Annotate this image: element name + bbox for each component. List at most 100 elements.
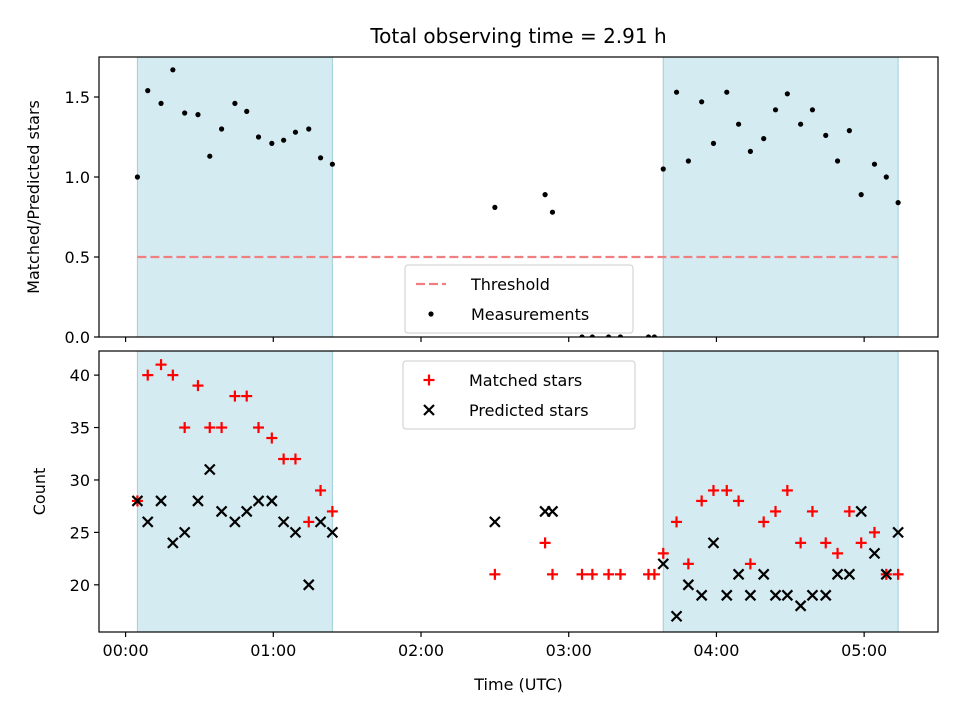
point-x-1-1-34-b — [831, 568, 844, 581]
point-x-1-1-12 — [277, 516, 290, 528]
point-x-1-1-14 — [302, 579, 315, 591]
point-plus-1-0-19 — [546, 568, 558, 580]
point-x-1-1-10-b — [252, 495, 265, 507]
point-plus-1-0-15 — [315, 484, 327, 496]
point-x-1-1-37-b — [868, 547, 881, 560]
point-dot-0-0-6 — [207, 153, 213, 159]
axes-frame-1 — [98, 350, 939, 633]
point-x-1-1-24-b — [707, 537, 720, 549]
point-dot-0-0-22 — [606, 334, 612, 337]
point-x-1-1-22-b — [682, 579, 695, 591]
point-x-1-1-36-b — [855, 505, 867, 518]
point-x-1-1-16 — [326, 526, 339, 539]
point-x-1-1-22 — [682, 579, 695, 591]
point-plus-1-0-34 — [758, 516, 770, 528]
point-dot-0-0-20 — [579, 334, 585, 337]
point-dot-0-0-29 — [699, 99, 705, 105]
point-plus-1-0-20 — [576, 568, 588, 580]
y-tick-label-0-2: 1.0 — [65, 168, 90, 187]
point-dot-0-0-39 — [823, 132, 829, 138]
point-plus-1-0-8 — [229, 390, 241, 402]
point-dot-0-0-37 — [798, 121, 804, 127]
point-x-1-1-17-b — [489, 516, 501, 528]
point-dot-0-0-12 — [281, 137, 287, 143]
legend-box-1 — [402, 360, 636, 430]
points-panel-0 — [134, 67, 901, 337]
legend-handle-0-1 — [428, 311, 434, 317]
point-x-1-1-5-b — [192, 495, 204, 507]
point-plus-1-0-38 — [806, 505, 818, 517]
y-tick-label-1-0: 20 — [70, 576, 90, 595]
point-x-1-1-1-b — [141, 516, 154, 528]
point-x-1-1-30 — [781, 589, 794, 602]
point-x-1-1-1 — [141, 516, 154, 528]
point-x-1-1-8-b — [229, 516, 241, 528]
point-dot-0-0-19 — [549, 209, 556, 215]
point-plus-1-0-36 — [781, 484, 793, 496]
point-x-1-1-20 — [657, 558, 670, 570]
point-x-1-1-26 — [732, 568, 745, 581]
point-x-1-1-12-b — [277, 516, 290, 528]
point-x-1-1-36 — [855, 505, 867, 518]
point-plus-1-0-10 — [253, 422, 265, 434]
point-x-1-1-13-b — [289, 526, 302, 539]
point-dot-0-0-16 — [329, 161, 335, 167]
shaded-region-0-1 — [662, 56, 899, 338]
point-dot-0-0-31 — [724, 89, 730, 95]
point-plus-1-0-43 — [868, 526, 880, 538]
point-x-1-1-13 — [289, 526, 302, 539]
point-plus-1-0-45 — [892, 568, 904, 580]
legend-box-0 — [404, 264, 634, 334]
legend-label-0-0: Threshold — [470, 275, 550, 294]
axes — [94, 56, 939, 637]
point-plus-1-0-1 — [142, 369, 154, 381]
point-plus-1-0-33 — [744, 558, 756, 570]
point-x-1-1-4-b — [178, 526, 191, 539]
point-plus-1-0-17 — [489, 568, 501, 580]
point-plus-1-0-37 — [795, 537, 807, 549]
y-tick-label-1-3: 35 — [70, 419, 90, 438]
point-plus-1-0-6 — [204, 422, 216, 434]
point-plus-1-0-27 — [671, 516, 683, 528]
point-x-1-1-27-b — [744, 589, 757, 602]
x-tick-label-1-3: 03:00 — [546, 641, 592, 660]
point-dot-0-0-36 — [784, 91, 790, 97]
point-x-1-1-5 — [192, 495, 204, 507]
x-tick-label-1-5: 05:00 — [841, 641, 887, 660]
axes-frame-0 — [98, 56, 939, 338]
point-x-1-1-6 — [204, 463, 216, 476]
point-plus-1-0-16 — [326, 505, 338, 517]
point-dot-0-0-0 — [134, 174, 141, 180]
point-x-1-1-2 — [155, 495, 167, 507]
point-x-1-1-23-b — [695, 589, 708, 602]
point-x-1-1-17 — [489, 516, 501, 528]
point-x-1-1-21-b — [670, 610, 683, 623]
point-plus-1-0-11 — [266, 432, 278, 444]
point-dot-0-0-8 — [232, 100, 238, 106]
point-plus-1-0-14 — [303, 516, 315, 528]
point-plus-1-0-32 — [733, 495, 745, 507]
point-x-1-1-28-b — [757, 568, 770, 581]
point-x-1-1-29 — [769, 589, 782, 602]
x-axis-label: Time (UTC) — [473, 675, 562, 694]
point-x-1-1-38 — [880, 568, 893, 581]
legend-label-0-1: Measurements — [471, 305, 589, 324]
y-tick-label-1-4: 40 — [70, 366, 90, 385]
point-dot-0-0-35 — [772, 107, 779, 113]
point-dot-0-0-26 — [660, 166, 666, 172]
point-dot-0-0-40 — [834, 158, 841, 164]
point-x-1-1-9-b — [240, 505, 253, 518]
point-x-1-1-3 — [167, 537, 179, 549]
point-plus-1-0-30 — [707, 484, 719, 496]
point-x-1-1-34 — [831, 568, 844, 581]
shaded-regions — [136, 56, 899, 633]
point-plus-1-0-25 — [648, 568, 660, 580]
point-dot-0-0-44 — [883, 174, 889, 180]
point-plus-1-0-39 — [820, 537, 832, 549]
point-x-1-1-23 — [695, 589, 708, 602]
point-x-1-1-37 — [868, 547, 881, 560]
axis-text: 0.0 0.5 1.0 1.5 Total observing time = 2.91 … — [24, 24, 887, 694]
legend-handle-1-1-b — [423, 404, 435, 416]
legend-label-1-0: Matched stars — [469, 371, 582, 390]
legend-handle-1-1 — [423, 404, 435, 416]
